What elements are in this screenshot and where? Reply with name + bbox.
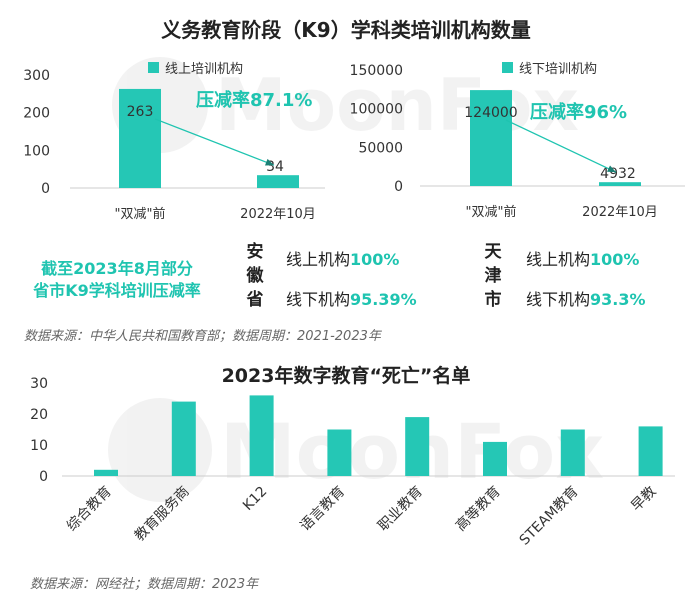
bar bbox=[249, 395, 274, 476]
bar bbox=[257, 175, 299, 188]
y-tick-label: 0 bbox=[39, 469, 48, 485]
tianjin-offline-rate: 线下机构93.3% bbox=[526, 286, 646, 310]
trend-arrow-line bbox=[154, 118, 275, 166]
x-tick-label: 职业教育 bbox=[375, 484, 426, 535]
x-tick-label: K12 bbox=[240, 484, 270, 514]
trend-arrow-head-icon bbox=[607, 165, 616, 173]
y-tick-label: 30 bbox=[30, 376, 48, 392]
province-caption: 截至2023年8月部分 省市K9学科培训压减率 bbox=[12, 258, 222, 302]
offline-bar-chart: 0 50000 100000 150000 "双减"前 124000 2022年10月 493… bbox=[350, 63, 685, 220]
offline-reduction-rate: 压减率96% bbox=[530, 102, 628, 123]
rate-value: 95.39% bbox=[350, 290, 417, 309]
x-tick-label: 早教 bbox=[628, 484, 659, 515]
bar bbox=[94, 469, 118, 476]
y-tick-label: 150000 bbox=[350, 63, 403, 79]
y-tick-label: 300 bbox=[23, 68, 50, 84]
data-source-1: 数据来源：中华人民共和国教育部；数据周期：2021-2023年 bbox=[24, 329, 381, 344]
death-list-bar-chart: 0 10 20 30 综合教育 教育服务商 K12 语言教育 职业教育 高等教育 STEAM教育 早教 bbox=[30, 376, 675, 549]
province-char: 安 bbox=[246, 242, 264, 262]
bar bbox=[560, 429, 585, 476]
y-tick-label: 0 bbox=[41, 181, 50, 197]
bar bbox=[599, 182, 641, 186]
top-chart-title: 义务教育阶段（K9）学科类培训机构数量 bbox=[161, 18, 531, 42]
rate-value: 93.3% bbox=[590, 290, 646, 309]
bottom-chart-title: 2023年数字教育“死亡”名单 bbox=[221, 365, 471, 387]
x-tick-label: 语言教育 bbox=[297, 484, 348, 535]
data-source-2: 数据来源：网经社；数据周期：2023年 bbox=[30, 577, 259, 592]
province-char: 省 bbox=[246, 290, 264, 310]
province-char: 市 bbox=[484, 290, 502, 310]
province-name-tianjin: 天 津 市 bbox=[482, 240, 504, 312]
x-tick-label: 2022年10月 bbox=[240, 207, 316, 222]
province-char: 津 bbox=[484, 266, 502, 286]
rate-label: 线上机构 bbox=[526, 250, 591, 269]
province-name-anhui: 安 徽 省 bbox=[244, 240, 266, 312]
legend-swatch bbox=[502, 62, 513, 73]
rate-value: 100% bbox=[590, 250, 640, 269]
province-char: 天 bbox=[484, 242, 502, 262]
province-char: 徽 bbox=[246, 266, 264, 286]
y-tick-label: 20 bbox=[30, 407, 48, 423]
offline-legend: 线下培训机构 bbox=[502, 58, 597, 77]
province-caption-line2: 省市K9学科培训压减率 bbox=[33, 281, 201, 300]
y-tick-label: 10 bbox=[30, 438, 48, 454]
x-tick-label: 综合教育 bbox=[64, 484, 115, 535]
data-label: 4932 bbox=[600, 166, 636, 182]
online-reduction-rate: 压减率87.1% bbox=[196, 90, 313, 111]
trend-arrow-line bbox=[505, 119, 617, 173]
bar bbox=[470, 90, 512, 186]
anhui-online-rate: 线上机构100% bbox=[286, 246, 399, 270]
bar bbox=[119, 88, 161, 188]
bar bbox=[327, 429, 352, 476]
rate-label: 线上机构 bbox=[286, 250, 351, 269]
online-legend: 线上培训机构 bbox=[148, 58, 243, 77]
bar bbox=[483, 441, 507, 476]
y-tick-label: 50000 bbox=[358, 140, 403, 156]
y-tick-label: 0 bbox=[394, 179, 403, 195]
legend-swatch bbox=[148, 62, 159, 73]
trend-arrow-head-icon bbox=[265, 158, 274, 166]
y-tick-label: 200 bbox=[23, 106, 50, 122]
bar bbox=[171, 401, 196, 476]
legend-label: 线下培训机构 bbox=[519, 62, 598, 77]
x-tick-label: "双减"前 bbox=[466, 204, 517, 220]
bar bbox=[638, 426, 663, 476]
anhui-offline-rate: 线下机构95.39% bbox=[286, 286, 417, 310]
tianjin-online-rate: 线上机构100% bbox=[526, 246, 639, 270]
legend-label: 线上培训机构 bbox=[165, 62, 244, 77]
data-label: 124000 bbox=[464, 105, 517, 121]
x-tick-label: 高等教育 bbox=[452, 483, 504, 535]
data-label: 263 bbox=[127, 104, 154, 120]
rate-value: 100% bbox=[350, 250, 400, 269]
y-tick-label: 100 bbox=[23, 143, 50, 159]
bar bbox=[405, 417, 430, 476]
x-tick-label: "双减"前 bbox=[115, 206, 166, 222]
watermark-text: MoonFox bbox=[215, 63, 579, 147]
x-tick-label: 教育服务商 bbox=[132, 484, 193, 545]
rate-label: 线下机构 bbox=[286, 290, 351, 309]
rate-label: 线下机构 bbox=[526, 290, 591, 309]
y-tick-label: 100000 bbox=[350, 102, 403, 118]
x-tick-label: 2022年10月 bbox=[582, 205, 658, 220]
province-caption-line1: 截至2023年8月部分 bbox=[41, 259, 193, 278]
x-tick-label: STEAM教育 bbox=[517, 484, 582, 549]
